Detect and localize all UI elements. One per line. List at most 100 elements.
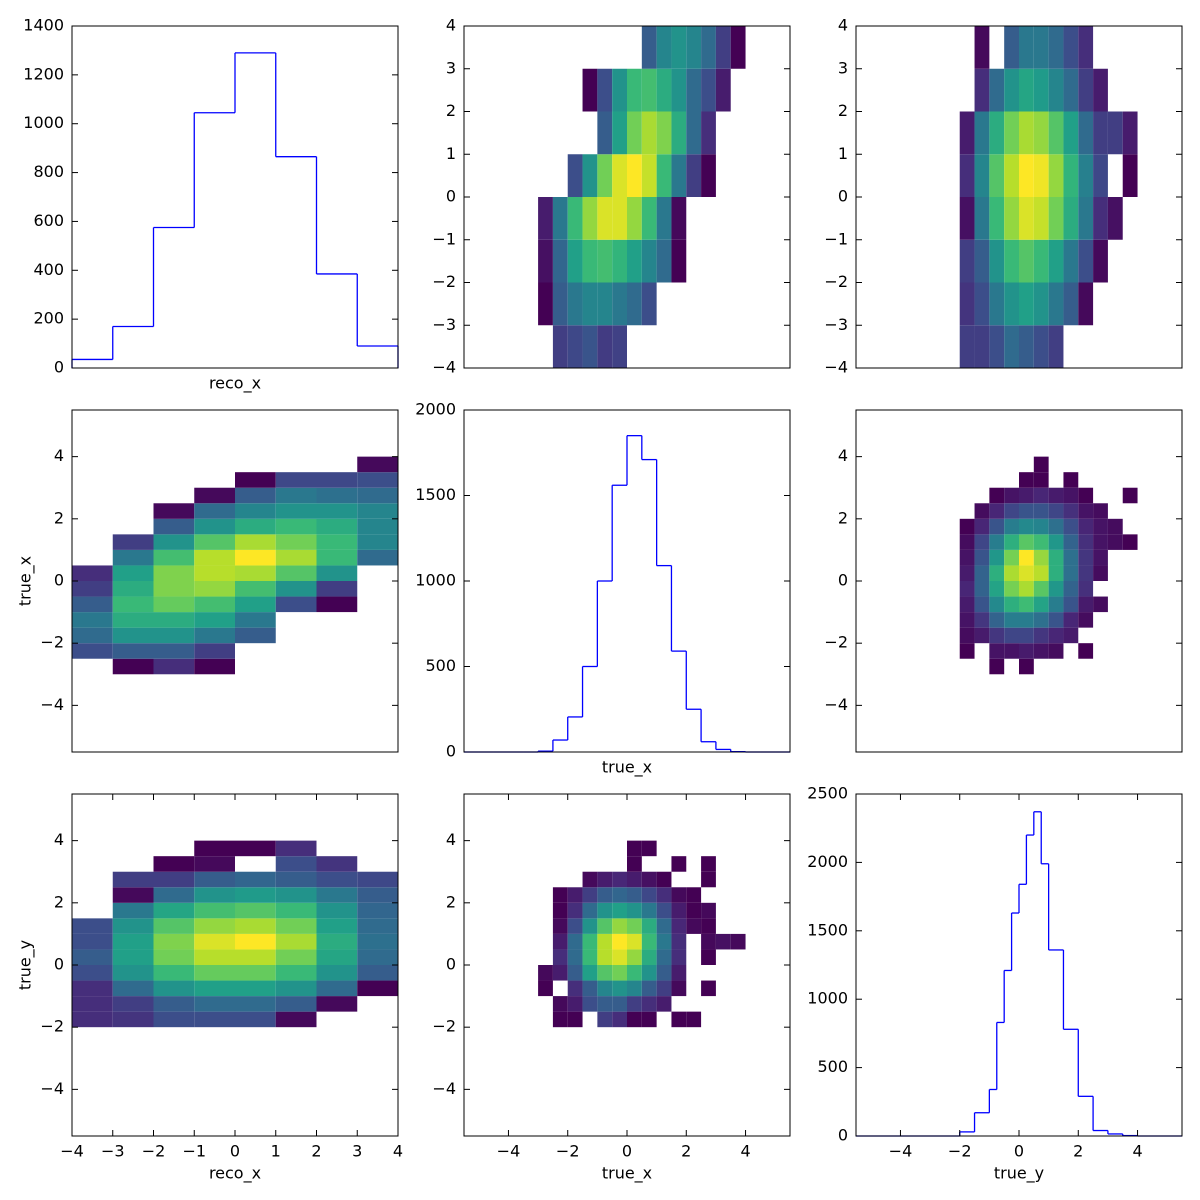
heatmap-cell <box>275 871 317 888</box>
y-tick-label: −2 <box>432 1017 456 1036</box>
heatmap-cell <box>1107 518 1123 535</box>
heatmap-cell <box>671 965 687 981</box>
heatmap-cell <box>1122 487 1138 504</box>
heatmap-cell <box>316 918 358 934</box>
heatmap-cell <box>627 856 642 872</box>
heatmap-cell <box>194 996 235 1012</box>
heatmap-cell <box>552 282 568 326</box>
heatmap-cell <box>1033 26 1049 69</box>
heatmap-cell <box>656 68 672 112</box>
heatmap-cell <box>316 902 358 919</box>
heatmap-cell <box>194 856 235 872</box>
heatmap-cell <box>641 26 657 69</box>
heatmap-cell <box>1078 643 1094 659</box>
heatmap-cell <box>959 239 975 283</box>
heatmap-cell <box>235 949 276 965</box>
heatmap-cell <box>686 26 702 69</box>
heatmap-cell <box>597 239 613 283</box>
y-tick-label: 500 <box>817 1057 848 1076</box>
heatmap-cell <box>112 549 154 566</box>
heatmap-cell <box>1122 111 1138 155</box>
heatmap-cell <box>538 239 553 283</box>
heatmap-cell <box>959 154 975 197</box>
heatmap-cell <box>1004 627 1019 644</box>
heatmap-cell <box>1063 111 1079 155</box>
heatmap-cell <box>1093 518 1108 535</box>
heatmap-cell <box>275 565 317 581</box>
heatmap-cell <box>235 487 276 504</box>
heatmap-cell <box>1033 487 1049 504</box>
heatmap-cell <box>153 856 195 872</box>
heatmap-cell <box>1019 518 1034 535</box>
heatmap-cell <box>357 949 398 965</box>
heatmap-cell <box>671 856 687 872</box>
heatmap-cell <box>701 68 716 112</box>
heatmap-cell <box>1063 549 1079 566</box>
heatmap-cell <box>656 871 672 888</box>
heatmap-cell <box>686 887 702 903</box>
heatmap-cell <box>989 68 1005 112</box>
heatmap-cell <box>316 887 358 903</box>
heatmap-cell <box>1078 282 1094 326</box>
heatmap-cell <box>538 980 553 997</box>
heatmap-cell <box>641 239 657 283</box>
x-tick-label: −4 <box>497 1142 521 1161</box>
heatmap-cell <box>701 980 716 997</box>
y-tick-label: −2 <box>40 633 64 652</box>
heatmap-cell <box>275 518 317 535</box>
heatmap-cell <box>1019 26 1034 69</box>
heatmap-cell <box>989 627 1005 644</box>
heatmap-cell <box>974 627 990 644</box>
heatmap-cell <box>194 596 235 613</box>
x-tick-label: −3 <box>101 1142 125 1161</box>
heatmap-cell <box>316 980 358 997</box>
heatmap-cell <box>671 111 687 155</box>
heatmap-cell <box>316 549 358 566</box>
heatmap-cell <box>989 487 1005 504</box>
heatmap-cell <box>1078 487 1094 504</box>
heatmap-cell <box>582 239 598 283</box>
heatmap-cell <box>235 902 276 919</box>
heatmap-cell <box>235 887 276 903</box>
heatmap-cell <box>1048 612 1064 628</box>
heatmap-cell <box>72 581 113 597</box>
heatmap-cell <box>552 965 568 981</box>
heatmap-cell <box>153 518 195 535</box>
heatmap-cell <box>959 111 975 155</box>
heatmap-cell <box>235 534 276 550</box>
heatmap-cell <box>582 282 598 326</box>
heatmap-cell <box>597 949 613 965</box>
heatmap-cell <box>671 154 687 197</box>
heatmap-cell <box>567 949 583 965</box>
heatmap-cell <box>1063 612 1079 628</box>
heatmap-cell <box>612 933 627 950</box>
heatmap-cell <box>612 871 627 888</box>
heatmap-cell <box>567 325 583 368</box>
heatmap-cell <box>357 518 398 535</box>
heatmap-cell <box>1019 549 1034 566</box>
heatmap-cell <box>153 581 195 597</box>
heatmap-cell <box>671 26 687 69</box>
x-tick-label: 4 <box>393 1142 403 1161</box>
heatmap-cell <box>974 282 990 326</box>
heatmap-cell <box>112 643 154 659</box>
heatmap-cell <box>1004 549 1019 566</box>
x-tick-label: 2 <box>681 1142 691 1161</box>
heatmap-cell <box>1048 643 1064 659</box>
heatmap-cell <box>656 887 672 903</box>
y-tick-label: 4 <box>54 830 64 849</box>
heatmap-cell <box>627 1011 642 1028</box>
heatmap-cell <box>671 887 687 903</box>
y-tick-label: 0 <box>54 955 64 974</box>
heatmap-cell <box>153 1011 195 1028</box>
heatmap-cell <box>1019 154 1034 197</box>
heatmap-cell <box>686 902 702 919</box>
heatmap-cell <box>194 918 235 934</box>
heatmap-cell <box>1033 565 1049 581</box>
heatmap-cell <box>612 980 627 997</box>
heatmap-cell <box>612 68 627 112</box>
heatmap-cell <box>582 980 598 997</box>
heatmap-cell <box>1019 325 1034 368</box>
heatmap-cell <box>1078 111 1094 155</box>
heatmap-cell <box>153 902 195 919</box>
